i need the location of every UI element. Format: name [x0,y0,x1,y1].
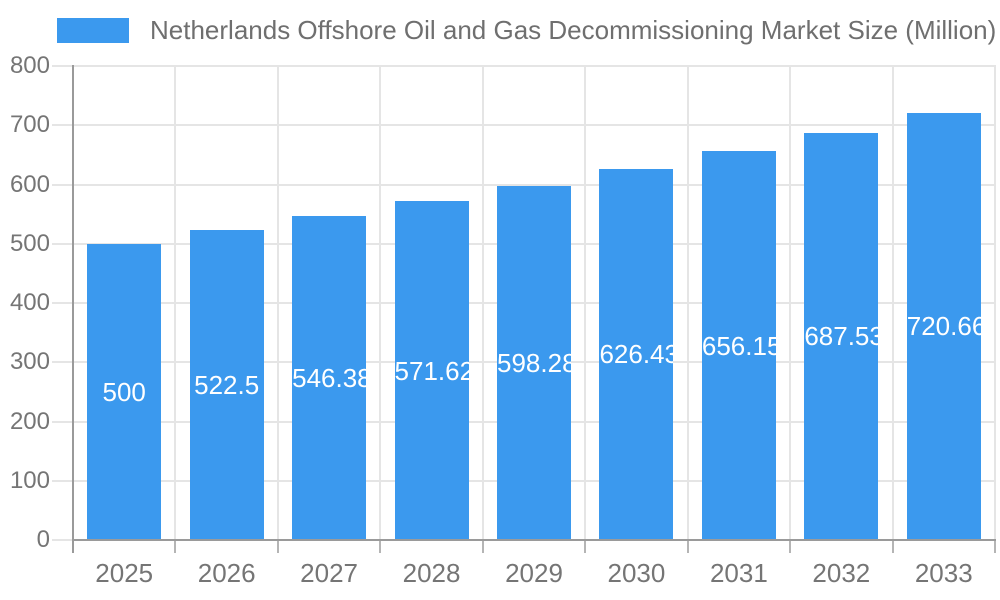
gridline-vertical [686,65,689,540]
x-tick-label: 2031 [709,558,768,588]
bar[interactable]: 500 [87,243,162,540]
x-tick-mark [789,540,792,553]
bar-value-label: 598.28 [497,347,571,378]
legend: Netherlands Offshore Oil and Gas Decommi… [57,15,997,45]
bar[interactable]: 626.43 [599,168,674,540]
gridline-vertical [584,65,587,540]
gridline-horizontal [52,124,995,127]
bar-value-label: 720.66 [906,311,981,342]
y-axis-line [72,65,74,553]
y-tick-label: 0 [36,526,50,553]
bar-value-label: 546.38 [292,363,367,394]
x-tick-label: 2033 [914,558,973,588]
gridline-vertical [481,65,484,540]
bar[interactable]: 546.38 [292,216,367,540]
gridline-vertical [379,65,382,540]
x-tick-mark [686,540,689,553]
y-tick-label: 800 [9,52,50,79]
x-tick-mark [481,540,484,553]
y-tick-label: 700 [9,111,50,139]
gridline-vertical [789,65,792,540]
bar-value-label: 687.53 [804,321,879,352]
x-tick-mark [584,540,587,553]
y-tick-label: 500 [9,229,50,257]
x-tick-label: 2029 [505,558,563,588]
y-tick-label: 400 [9,289,50,316]
bar[interactable]: 687.53 [804,132,879,540]
bar-value-label: 500 [102,376,146,407]
gridline-vertical [994,65,996,540]
x-tick-mark [994,540,996,553]
legend-swatch[interactable] [57,18,129,43]
gridline-horizontal [52,65,995,67]
x-tick-label: 2032 [812,558,871,588]
legend-label[interactable]: Netherlands Offshore Oil and Gas Decommi… [150,15,997,45]
bar-value-label: 571.62 [394,355,469,386]
bar-value-label: 656.15 [701,330,776,361]
x-tick-label: 2027 [300,558,359,588]
bar[interactable]: 598.28 [497,185,571,540]
x-tick-mark [174,540,177,553]
bar-value-label: 522.5 [194,370,260,401]
x-tick-label: 2025 [95,558,154,588]
y-tick-label: 300 [9,348,50,376]
bar[interactable]: 522.5 [189,230,264,540]
x-tick-mark [891,540,894,553]
y-tick-label: 200 [9,407,50,435]
x-tick-mark [379,540,382,553]
y-tick-label: 100 [9,466,50,494]
gridline-vertical [276,65,279,540]
bar-value-label: 626.43 [599,339,674,370]
x-tick-label: 2026 [197,558,256,588]
x-tick-label: 2030 [607,558,666,588]
bar[interactable]: 720.66 [906,113,981,540]
gridline-vertical [174,65,177,540]
x-axis-line [72,539,996,541]
bar[interactable]: 656.15 [701,151,776,540]
x-tick-label: 2028 [402,558,461,588]
x-tick-mark [276,540,279,553]
y-tick-label: 600 [9,170,50,198]
bar[interactable]: 571.62 [394,201,469,540]
gridline-vertical [891,65,894,540]
gridline-horizontal [52,183,995,186]
